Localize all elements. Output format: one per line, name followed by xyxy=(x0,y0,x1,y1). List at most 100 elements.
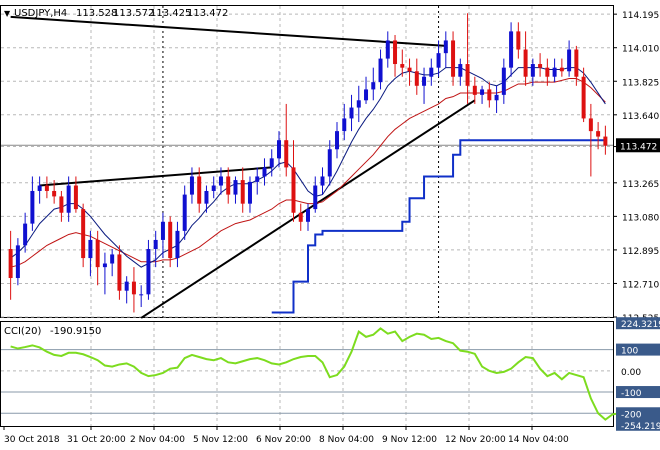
candle-body xyxy=(552,67,557,77)
candle-body xyxy=(429,67,434,77)
candle-body xyxy=(110,254,115,264)
candle-body xyxy=(117,254,122,291)
candle-body xyxy=(487,89,492,101)
candle-body xyxy=(233,180,238,195)
cci-tick-label: -100 xyxy=(621,389,642,399)
cci-tick-label: 100 xyxy=(621,347,638,357)
candle-body xyxy=(603,136,608,146)
candle-body xyxy=(284,140,289,168)
main-price-panel: 114.195114.010113.825113.640113.465113.2… xyxy=(0,5,660,426)
candle-body xyxy=(204,190,209,204)
price-tick-label: 114.010 xyxy=(622,45,659,55)
cci-header: CCI(20) -190.9150 xyxy=(4,326,101,337)
price-tick-label: 112.710 xyxy=(622,280,659,290)
cci-tick-label: 0.00 xyxy=(621,368,641,378)
symbol-label: USDJPY,H4 xyxy=(14,8,67,19)
candle-body xyxy=(465,64,470,86)
candle-body xyxy=(530,64,535,77)
cci-levels xyxy=(1,349,613,414)
cci-path xyxy=(10,327,628,421)
cci-line xyxy=(10,327,628,421)
candle-body xyxy=(458,64,463,77)
candle-body xyxy=(559,67,564,72)
candle-body xyxy=(349,107,354,119)
candle-body xyxy=(327,149,332,177)
candle-body xyxy=(356,100,361,108)
candle-body xyxy=(37,185,42,191)
trendline xyxy=(10,15,446,47)
price-tick-label: 113.640 xyxy=(622,112,659,122)
time-tick-label: 6 Nov 20:00 xyxy=(256,435,311,445)
candle-body xyxy=(581,76,586,119)
candle-body xyxy=(472,85,477,95)
time-tick-label: 9 Nov 12:00 xyxy=(382,435,437,445)
price-tick-label: 113.080 xyxy=(622,213,659,223)
candle-body xyxy=(269,158,274,168)
candle-body xyxy=(443,40,448,54)
candle-body xyxy=(320,176,325,186)
candle-body xyxy=(509,31,514,68)
last-price-label: 113.472 xyxy=(620,142,657,152)
candle-body xyxy=(501,67,506,95)
candle-body xyxy=(30,190,35,224)
candle-body xyxy=(516,31,521,50)
candle-body xyxy=(44,185,49,191)
candle-body xyxy=(545,67,550,77)
cci-grid xyxy=(1,322,613,426)
cci-tick-box xyxy=(616,386,660,399)
candle-body xyxy=(95,239,100,268)
candle-body xyxy=(494,94,499,101)
candle-body xyxy=(66,185,71,213)
candle-body xyxy=(335,131,340,150)
time-tick-label: 14 Nov 04:00 xyxy=(508,435,569,445)
candle-body xyxy=(59,196,64,213)
candle-body xyxy=(124,281,129,291)
low-value: 113.425 xyxy=(150,8,191,19)
cci-panel-border xyxy=(0,321,614,427)
candlesticks xyxy=(8,13,608,313)
candle-body xyxy=(23,223,28,246)
candle-body xyxy=(306,209,310,222)
time-tick-label: 8 Nov 04:00 xyxy=(319,435,374,445)
candle-body xyxy=(8,248,13,279)
cci-tick-box xyxy=(616,317,660,330)
candle-body xyxy=(414,71,419,86)
down-triangle-icon: ▼ xyxy=(4,9,11,18)
candle-body xyxy=(211,185,216,191)
candle-body xyxy=(131,281,136,295)
trailing-stop-path xyxy=(271,139,606,314)
candle-body xyxy=(371,82,376,90)
candle-body xyxy=(175,230,180,259)
candle-body xyxy=(139,294,144,296)
price-tick-label: 113.265 xyxy=(622,180,659,190)
candle-body xyxy=(480,89,485,95)
candle-body xyxy=(385,40,390,59)
time-tick-label: 5 Nov 12:00 xyxy=(193,435,248,445)
candle-body xyxy=(52,190,57,197)
candle-body xyxy=(88,239,93,259)
candle-body xyxy=(102,263,107,268)
candle-body xyxy=(15,245,20,279)
last-price-box xyxy=(616,138,660,153)
trailing-stop-line xyxy=(271,139,606,314)
candle-body xyxy=(574,49,579,77)
candle-body xyxy=(400,64,405,68)
candle-body xyxy=(146,248,151,295)
candle-body xyxy=(73,185,78,210)
cci-tick-label: 224.3219 xyxy=(621,320,660,330)
candle-body xyxy=(182,194,187,231)
fast-ma-path xyxy=(10,67,606,268)
candle-body xyxy=(298,212,303,222)
candle-body xyxy=(255,176,260,182)
main-grid xyxy=(1,6,613,318)
main-price-axis: 114.195114.010113.825113.640113.465113.2… xyxy=(613,11,660,324)
candle-body xyxy=(262,167,267,177)
candle-body xyxy=(393,40,398,65)
candle-body xyxy=(291,167,296,213)
candle-body xyxy=(342,118,347,132)
high-value: 113.572 xyxy=(113,8,154,19)
candle-body xyxy=(189,176,194,195)
open-value: 113.528 xyxy=(76,8,117,19)
